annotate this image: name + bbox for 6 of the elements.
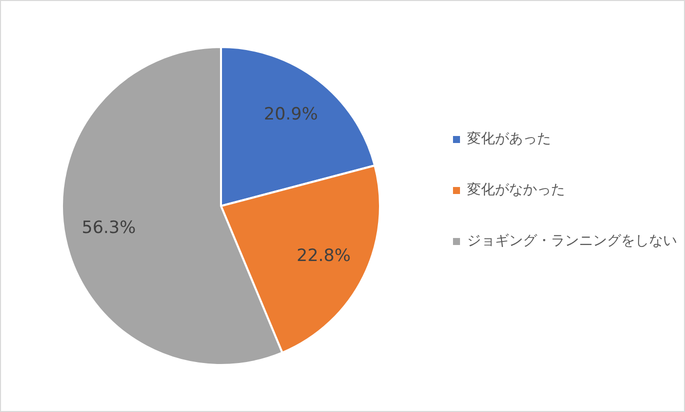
legend-label: 変化がなかった <box>467 181 565 200</box>
data-label: 56.3% <box>82 218 136 238</box>
data-label: 22.8% <box>296 246 351 266</box>
legend-label: 変化があった <box>467 130 551 149</box>
data-label: 20.9% <box>264 104 318 125</box>
legend-label: ジョギング・ランニングをしない <box>467 232 677 251</box>
